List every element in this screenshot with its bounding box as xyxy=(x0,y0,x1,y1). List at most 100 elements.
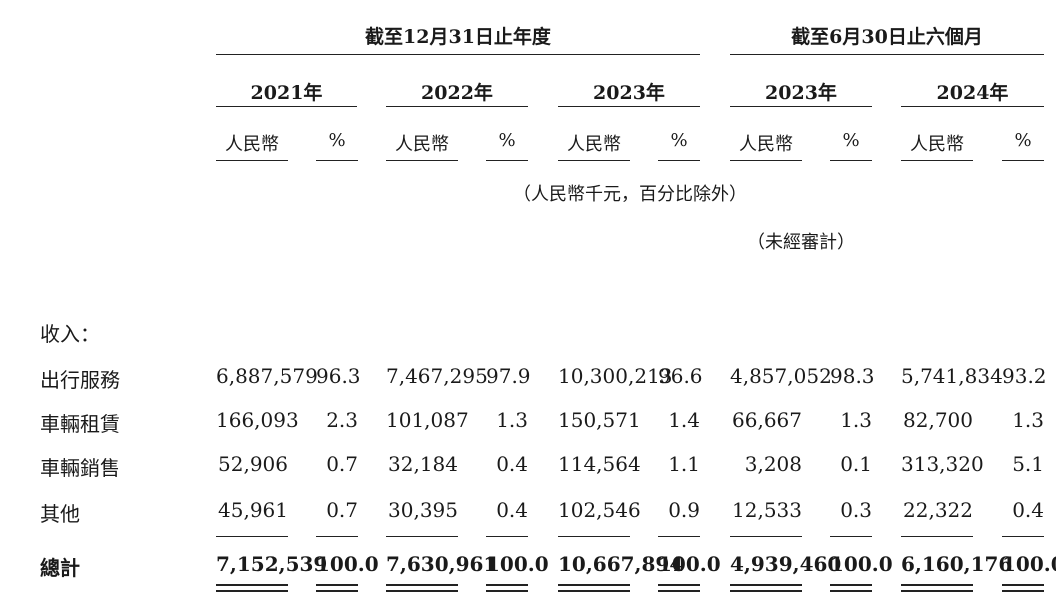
unit-rule xyxy=(486,160,528,161)
total-double-rule xyxy=(486,584,528,592)
unit-rmb: 人民幣 xyxy=(395,134,449,155)
table-cell: 45,961 xyxy=(218,498,288,522)
table-cell: 22,322 xyxy=(903,498,973,522)
year-rule xyxy=(558,106,700,107)
year-rule xyxy=(730,106,872,107)
total-double-rule xyxy=(1002,584,1044,592)
subtotal-rule xyxy=(386,536,458,537)
unit-rule xyxy=(658,160,700,161)
row-label: 出行服務 xyxy=(40,368,120,392)
table-cell: 1.4 xyxy=(668,408,700,432)
row-label: 其他 xyxy=(40,502,80,526)
table-cell: 82,700 xyxy=(903,408,973,432)
total-cell: 7,630,961 xyxy=(386,552,498,576)
year-header: 2022年 xyxy=(421,82,493,104)
table-cell: 313,320 xyxy=(901,452,984,476)
unit-rule xyxy=(386,160,458,161)
total-double-rule xyxy=(658,584,700,592)
subtotal-rule xyxy=(730,536,802,537)
total-cell: 100.0 xyxy=(1002,552,1056,576)
unit-pct: % xyxy=(670,130,688,151)
row-label: 車輛租賃 xyxy=(40,412,120,436)
total-cell: 100.0 xyxy=(316,552,379,576)
subtotal-rule xyxy=(558,536,630,537)
total-cell: 100.0 xyxy=(830,552,893,576)
table-cell: 12,533 xyxy=(732,498,802,522)
table-cell: 66,667 xyxy=(732,408,802,432)
unit-rule xyxy=(901,160,973,161)
table-cell: 102,546 xyxy=(558,498,641,522)
table-cell: 0.9 xyxy=(668,498,700,522)
subtotal-rule xyxy=(830,536,872,537)
total-double-rule xyxy=(830,584,872,592)
year-rule xyxy=(216,106,357,107)
total-double-rule xyxy=(730,584,802,592)
unit-pct: % xyxy=(498,130,516,151)
table-cell: 0.4 xyxy=(496,498,528,522)
year-header: 2023年 xyxy=(765,82,837,104)
unit-note: （人民幣千元，百分比除外） xyxy=(513,184,747,205)
total-double-rule xyxy=(558,584,630,592)
total-double-rule xyxy=(316,584,358,592)
table-cell: 6,887,579 xyxy=(216,364,318,388)
subtotal-rule xyxy=(658,536,700,537)
table-cell: 166,093 xyxy=(216,408,299,432)
unit-rule xyxy=(830,160,872,161)
subtotal-rule xyxy=(901,536,973,537)
table-cell: 1.3 xyxy=(496,408,528,432)
table-cell: 1.3 xyxy=(840,408,872,432)
table-cell: 5,741,834 xyxy=(901,364,1003,388)
table-cell: 96.6 xyxy=(658,364,703,388)
unit-rule xyxy=(558,160,630,161)
unit-pct: % xyxy=(328,130,346,151)
subtotal-rule xyxy=(486,536,528,537)
table-cell: 114,564 xyxy=(558,452,641,476)
row-label: 車輛銷售 xyxy=(40,456,120,480)
table-cell: 3,208 xyxy=(744,452,802,476)
table-cell: 2.3 xyxy=(326,408,358,432)
unit-pct: % xyxy=(842,130,860,151)
unit-rule xyxy=(316,160,358,161)
subtotal-rule xyxy=(216,536,288,537)
subtotal-rule xyxy=(316,536,358,537)
table-cell: 1.1 xyxy=(668,452,700,476)
year-header: 2021年 xyxy=(250,82,323,104)
table-cell: 98.3 xyxy=(830,364,875,388)
table-cell: 96.3 xyxy=(316,364,361,388)
table-cell: 0.3 xyxy=(840,498,872,522)
table-cell: 0.1 xyxy=(840,452,872,476)
total-cell: 100.0 xyxy=(658,552,721,576)
unit-rmb: 人民幣 xyxy=(910,134,964,155)
table-cell: 10,300,213 xyxy=(558,364,673,388)
year-header: 2024年 xyxy=(936,82,1009,104)
total-double-rule xyxy=(901,584,973,592)
period-header-interim: 截至6月30日止六個月 xyxy=(791,26,983,48)
total-cell: 10,667,894 xyxy=(558,552,684,576)
period-header-annual: 截至12月31日止年度 xyxy=(365,26,551,48)
unit-pct: % xyxy=(1014,130,1032,151)
year-header: 2023年 xyxy=(593,82,665,104)
table-cell: 52,906 xyxy=(218,452,288,476)
total-double-rule xyxy=(216,584,288,592)
unit-rule xyxy=(216,160,288,161)
table-cell: 150,571 xyxy=(558,408,641,432)
subtotal-rule xyxy=(1002,536,1044,537)
year-rule xyxy=(386,106,528,107)
table-cell: 5.1 xyxy=(1012,452,1044,476)
table-cell: 30,395 xyxy=(388,498,458,522)
table-cell: 0.4 xyxy=(496,452,528,476)
unit-rmb: 人民幣 xyxy=(567,134,621,155)
table-cell: 0.7 xyxy=(326,498,358,522)
unit-rule xyxy=(1002,160,1044,161)
header-rule xyxy=(730,54,1044,55)
table-cell: 0.4 xyxy=(1012,498,1044,522)
section-label-revenue: 收入： xyxy=(40,322,100,346)
table-cell: 0.7 xyxy=(326,452,358,476)
table-cell: 1.3 xyxy=(1012,408,1044,432)
table-cell: 4,857,052 xyxy=(730,364,832,388)
unit-rule xyxy=(730,160,802,161)
table-cell: 93.2 xyxy=(1002,364,1047,388)
year-rule xyxy=(901,106,1044,107)
table-cell: 101,087 xyxy=(386,408,469,432)
unit-rmb: 人民幣 xyxy=(739,134,793,155)
